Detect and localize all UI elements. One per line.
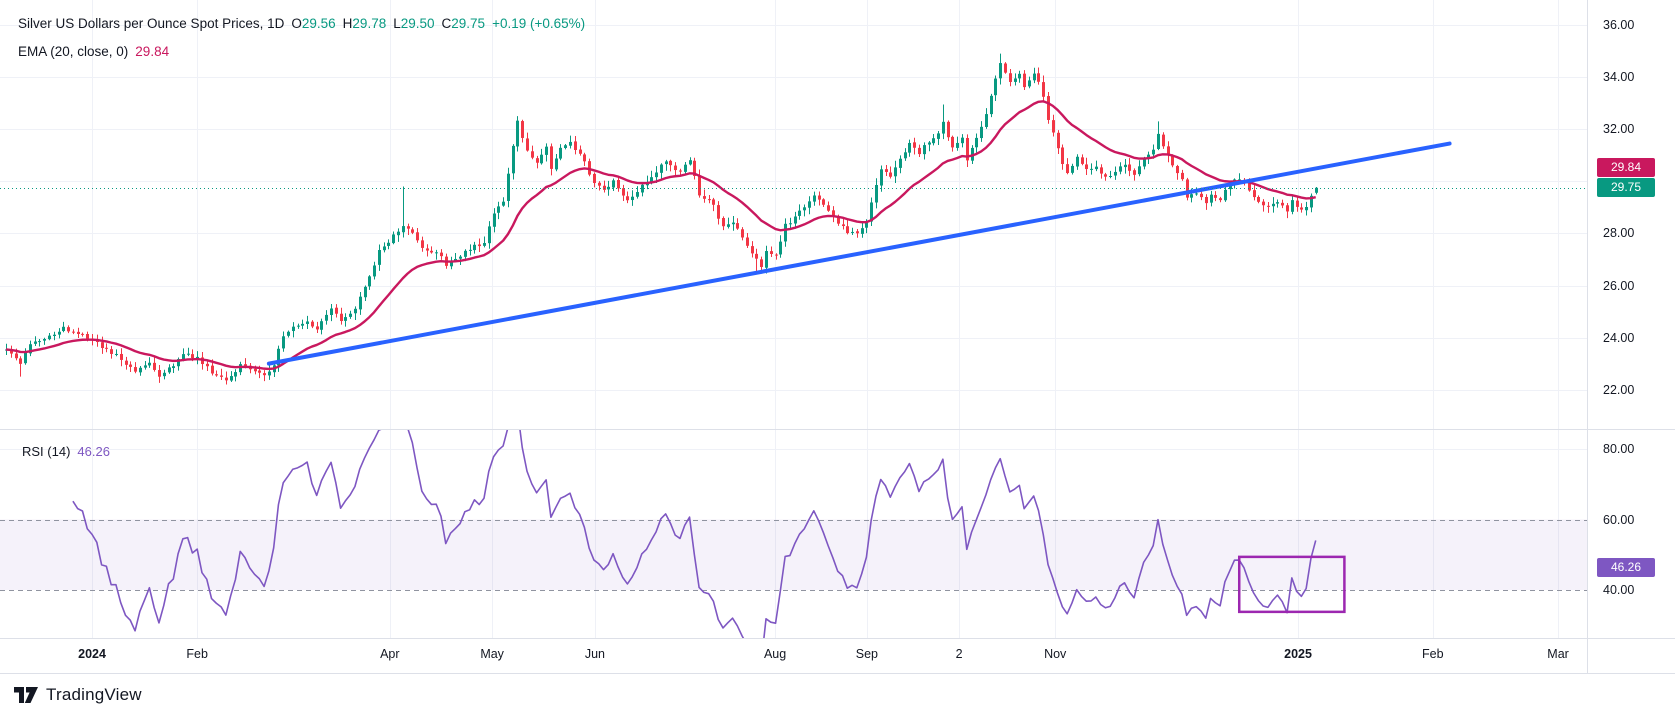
trend-line[interactable] xyxy=(266,141,1452,366)
time-axis-label: Apr xyxy=(380,647,400,661)
ema-line[interactable] xyxy=(5,100,1316,371)
change-value: +0.19 (+0.65%) xyxy=(492,16,586,31)
high-value: 29.78 xyxy=(352,16,387,31)
time-axis-label: Sep xyxy=(855,647,878,661)
symbol-legend-row[interactable]: Silver US Dollars per Ounce Spot Prices,… xyxy=(18,14,585,34)
rsi-line[interactable] xyxy=(72,410,1317,663)
price-axis-label: 28.00 xyxy=(1603,226,1635,241)
tradingview-logo-text: TradingView xyxy=(46,685,142,704)
vertical-gridlines xyxy=(92,0,1559,638)
chart-legend: Silver US Dollars per Ounce Spot Prices,… xyxy=(18,14,585,62)
time-axis-label: Jun xyxy=(584,647,605,661)
rsi-value: 46.26 xyxy=(77,444,110,459)
close-label: C xyxy=(441,16,452,31)
ema-label: EMA (20, close, 0) xyxy=(18,44,129,59)
low-label: L xyxy=(393,16,401,31)
rsi-annotation-box[interactable] xyxy=(1237,555,1346,614)
tradingview-logo-icon xyxy=(14,687,38,703)
symbol-title: Silver US Dollars per Ounce Spot Prices,… xyxy=(18,16,285,31)
candlestick-series[interactable] xyxy=(5,53,1318,385)
rsi-legend-row[interactable]: RSI (14) 46.26 xyxy=(22,442,110,462)
price-axis-label: 22.00 xyxy=(1603,382,1635,397)
rsi-band xyxy=(0,519,1587,590)
ema-price-badge: 29.84 xyxy=(1597,158,1655,178)
price-axis-label: 34.00 xyxy=(1603,70,1635,85)
last-price-badge: 29.75 xyxy=(1597,178,1655,198)
tradingview-logo[interactable]: TradingView xyxy=(13,684,142,706)
time-axis[interactable]: 2024 Feb Apr May Jun Aug Sep 2 Nov 2025 Feb Mar xyxy=(0,638,1675,673)
high-label: H xyxy=(342,16,353,31)
ema-legend-row[interactable]: EMA (20, close, 0) 29.84 xyxy=(18,42,585,62)
time-axis-label: Feb xyxy=(1422,647,1444,661)
time-axis-label: Nov xyxy=(1044,647,1067,661)
open-value: 29.56 xyxy=(301,16,336,31)
time-axis-label: Mar xyxy=(1547,647,1569,661)
time-axis-label: Aug xyxy=(763,647,787,661)
time-axis-label: May xyxy=(480,647,504,661)
price-gridlines xyxy=(0,25,1587,391)
time-axis-label: 2024 xyxy=(78,647,106,661)
price-axis-label: 24.00 xyxy=(1603,330,1635,345)
rsi-label: RSI (14) xyxy=(22,444,71,459)
pane-borders xyxy=(0,0,1675,674)
rsi-axis-label: 40.00 xyxy=(1603,583,1635,597)
close-value: 29.75 xyxy=(451,16,486,31)
time-axis-label: 2025 xyxy=(1284,647,1312,661)
price-axis-label: 32.00 xyxy=(1603,122,1635,137)
rsi-axis-label: 80.00 xyxy=(1603,442,1635,456)
rsi-axis-label: 60.00 xyxy=(1603,512,1635,527)
time-axis-label: Feb xyxy=(186,647,208,661)
ema-value: 29.84 xyxy=(135,44,170,59)
price-axis[interactable]: 29.84 29.75 46.26 36.00 34.00 32.00 28.00 26… xyxy=(1587,0,1675,673)
price-axis-label: 26.00 xyxy=(1603,278,1635,293)
low-value: 29.50 xyxy=(400,16,435,31)
time-axis-label: 2 xyxy=(955,647,963,661)
open-label: O xyxy=(291,16,302,31)
rsi-value-badge: 46.26 xyxy=(1597,558,1655,578)
price-axis-label: 36.00 xyxy=(1603,18,1635,32)
